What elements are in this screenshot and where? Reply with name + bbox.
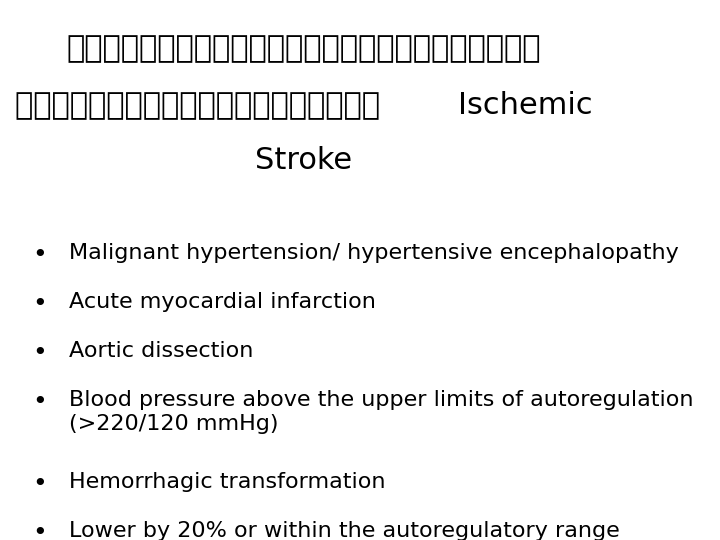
Text: Aortic dissection: Aortic dissection: [68, 341, 253, 361]
Text: •: •: [32, 472, 47, 496]
Text: Lower by 20% or within the autoregulatory range: Lower by 20% or within the autoregulator…: [68, 521, 619, 540]
Text: ภาวะทไมถือเปนขอหามในการใหย: ภาวะทไมถือเปนขอหามในการใหย: [66, 34, 541, 63]
Text: Hemorrhagic transformation: Hemorrhagic transformation: [68, 472, 385, 492]
Text: ยาลดความดนโลหตในผปวย        Ischemic: ยาลดความดนโลหตในผปวย Ischemic: [15, 90, 593, 119]
Text: •: •: [32, 244, 47, 267]
Text: Blood pressure above the upper limits of autoregulation
(>220/120 mmHg): Blood pressure above the upper limits of…: [68, 389, 693, 434]
Text: Acute myocardial infarction: Acute myocardial infarction: [68, 292, 375, 312]
Text: Malignant hypertension/ hypertensive encephalopathy: Malignant hypertension/ hypertensive enc…: [68, 244, 678, 264]
Text: •: •: [32, 341, 47, 365]
Text: •: •: [32, 521, 47, 540]
Text: •: •: [32, 292, 47, 316]
Text: Stroke: Stroke: [255, 146, 352, 175]
Text: •: •: [32, 389, 47, 414]
